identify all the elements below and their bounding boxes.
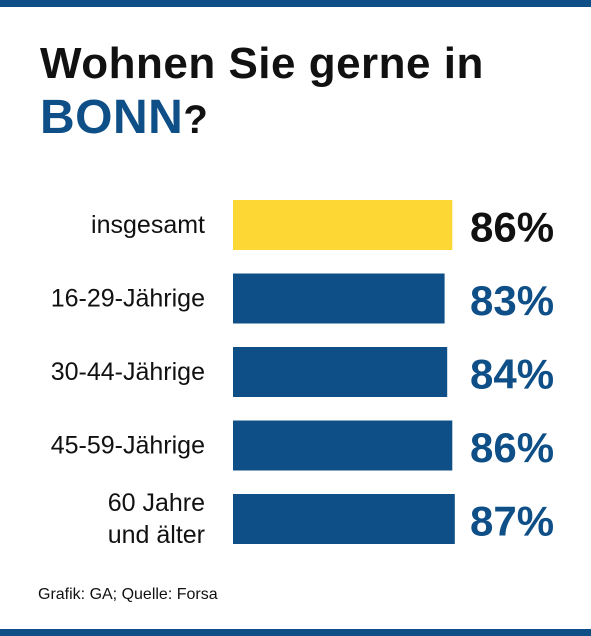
chart-title: Wohnen Sie gerne in BONN? bbox=[40, 38, 484, 148]
title-line-1: Wohnen Sie gerne in bbox=[40, 39, 484, 88]
bar-4 bbox=[233, 494, 455, 544]
category-label-1: 16-29-Jährige bbox=[51, 285, 205, 313]
title-city: BONN bbox=[40, 91, 184, 144]
category-label-2: 30-44-Jährige bbox=[51, 358, 205, 386]
value-label-1: 83% bbox=[470, 277, 554, 324]
category-label-0: insgesamt bbox=[91, 211, 205, 239]
category-label-4-line-1: und älter bbox=[108, 521, 205, 549]
title-line-2: BONN? bbox=[40, 92, 484, 148]
bottom-rule bbox=[0, 629, 591, 636]
category-label-3: 45-59-Jährige bbox=[51, 432, 205, 460]
value-label-2: 84% bbox=[470, 351, 554, 398]
top-rule bbox=[0, 0, 591, 7]
value-label-3: 86% bbox=[470, 424, 554, 471]
bar-0 bbox=[233, 200, 453, 250]
value-label-4: 87% bbox=[470, 498, 554, 545]
bar-1 bbox=[233, 273, 445, 324]
title-question-mark: ? bbox=[183, 98, 209, 142]
bar-2 bbox=[233, 347, 448, 397]
category-label-4-line-0: 60 Jahre bbox=[108, 489, 205, 517]
source-note: Grafik: GA; Quelle: Forsa bbox=[38, 586, 218, 603]
bar-3 bbox=[233, 420, 453, 471]
value-label-0: 86% bbox=[470, 204, 554, 251]
